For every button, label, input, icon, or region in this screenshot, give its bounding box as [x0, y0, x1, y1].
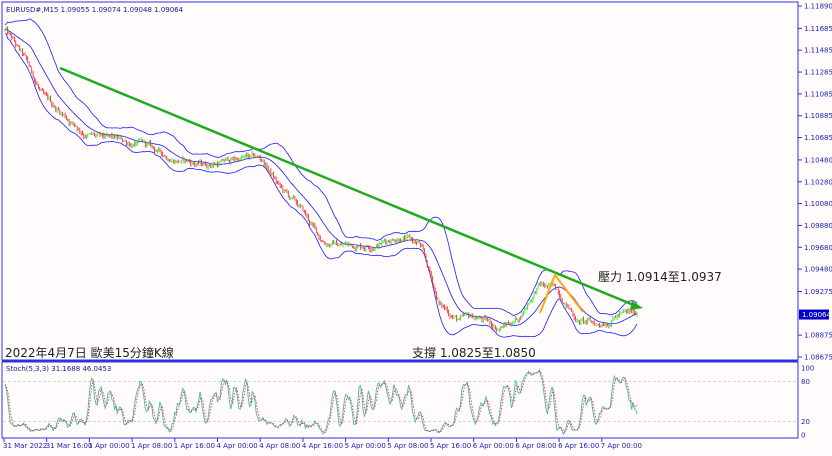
- price-tick-label: 1.11485: [804, 47, 832, 55]
- resistance-annotation: 壓力 1.0914至1.0937: [598, 270, 722, 284]
- price-tick-label: 1.11285: [804, 69, 832, 77]
- price-tick-label: 1.10885: [804, 112, 832, 120]
- bollinger-upper: [4, 18, 638, 316]
- price-tick-label: 1.11685: [804, 25, 832, 33]
- stoch-signal-line: [4, 370, 638, 434]
- time-tick-label: 7 Apr 00:00: [601, 442, 642, 450]
- time-tick-label: 4 Apr 16:00: [302, 442, 343, 450]
- chart-title-annotation: 2022年4月7日 歐美15分鐘K線: [5, 345, 174, 360]
- price-tick-label: 1.09480: [804, 266, 832, 274]
- bollinger-lower: [4, 33, 638, 338]
- pattern-lines[interactable]: [539, 272, 584, 314]
- price-axis: 1.11890 1.11685 1.11485 1.11285 1.11085 1.108…: [798, 3, 832, 362]
- price-tick-label: 1.09680: [804, 244, 832, 252]
- stoch-axis: 100 80 20 0: [801, 365, 814, 440]
- time-tick-label: 1 Apr 16:00: [174, 442, 215, 450]
- time-tick-label: 1 Apr 00:00: [88, 442, 129, 450]
- price-tick-label: 1.10685: [804, 134, 832, 142]
- support-annotation: 支撐 1.0825至1.0850: [412, 346, 536, 360]
- price-tick-label: 1.11085: [804, 90, 832, 98]
- current-price-label: 1.09064: [802, 311, 831, 319]
- trendline-arrowhead: [630, 301, 643, 311]
- time-tick-label: 5 Apr 00:00: [345, 442, 386, 450]
- price-tick-label: 1.08675: [804, 354, 832, 362]
- stoch-tick-label: 100: [801, 365, 814, 373]
- time-tick-label: 5 Apr 08:00: [387, 442, 428, 450]
- time-tick-label: 5 Apr 16:00: [430, 442, 471, 450]
- time-tick-label: 31 Mar 2022: [3, 442, 47, 450]
- trendline[interactable]: [59, 66, 637, 308]
- price-tick-label: 1.08875: [804, 332, 832, 340]
- stoch-tick-label: 20: [801, 418, 810, 426]
- time-tick-label: 6 Apr 16:00: [558, 442, 599, 450]
- price-tick-label: 1.10080: [804, 200, 832, 208]
- price-tick-label: 1.10280: [804, 178, 832, 186]
- price-tick-label: 1.10480: [804, 156, 832, 164]
- current-price-marker: [799, 309, 829, 320]
- stoch-label: Stoch(5,3,3) 31.1688 46.0453: [6, 365, 111, 373]
- time-tick-label: 31 Mar 16:00: [46, 442, 93, 450]
- stochastic-oscillator: [3, 368, 797, 436]
- time-tick-label: 1 Apr 08:00: [131, 442, 172, 450]
- stoch-tick-label: 80: [801, 378, 810, 386]
- time-tick-label: 4 Apr 08:00: [259, 442, 300, 450]
- price-tick-label: 1.09880: [804, 222, 832, 230]
- symbol-header: EURUSD#,M15 1.09055 1.09074 1.09048 1.09…: [6, 6, 184, 14]
- price-tick-label: 1.11890: [804, 3, 832, 11]
- price-tick-label: 1.09275: [804, 288, 832, 296]
- stoch-main-line: [4, 368, 638, 436]
- time-tick-label: 6 Apr 08:00: [515, 442, 556, 450]
- stoch-tick-label: 0: [801, 432, 805, 440]
- time-tick-label: 4 Apr 00:00: [217, 442, 258, 450]
- time-tick-label: 6 Apr 00:00: [473, 442, 514, 450]
